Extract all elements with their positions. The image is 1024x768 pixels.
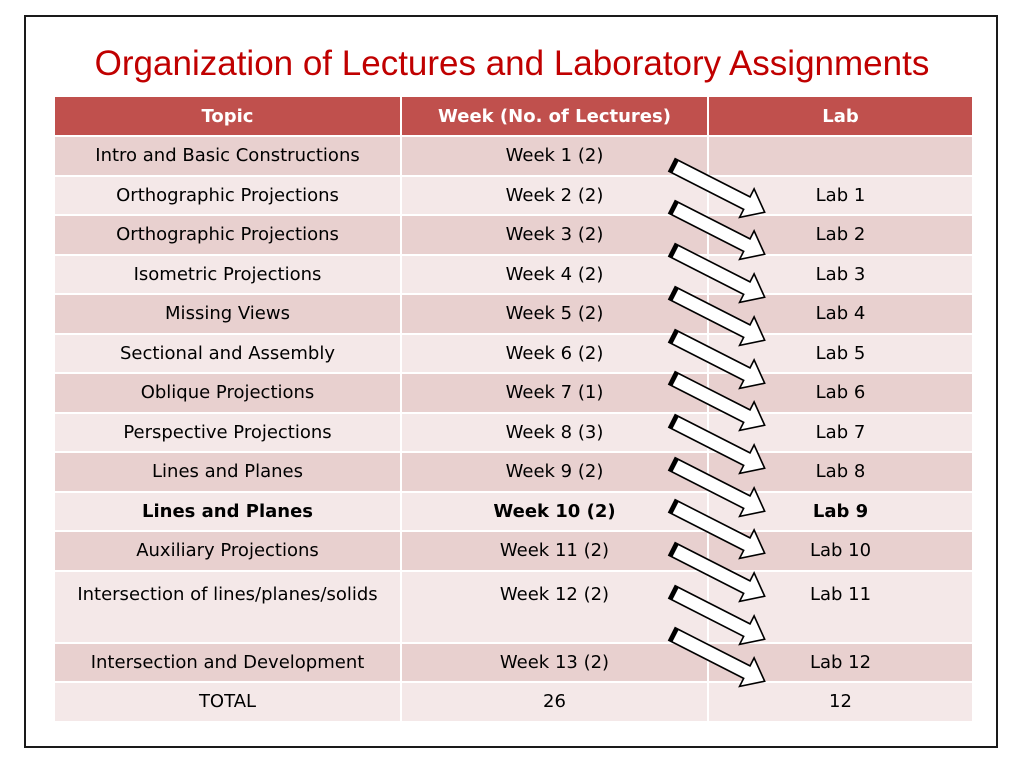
lab-cell: Lab 9 xyxy=(707,490,974,532)
week-cell: Week 5 (2) xyxy=(400,293,709,335)
total-labs-cell: 12 xyxy=(707,681,974,723)
lab-cell: Lab 5 xyxy=(707,332,974,374)
topic-cell: Perspective Projections xyxy=(53,411,402,453)
week-cell: Week 13 (2) xyxy=(400,641,709,683)
header-week: Week (No. of Lectures) xyxy=(400,95,709,137)
header-topic: Topic xyxy=(53,95,402,137)
week-cell: Week 6 (2) xyxy=(400,332,709,374)
lab-cell: Lab 6 xyxy=(707,372,974,414)
topic-cell: Lines and Planes xyxy=(53,490,402,532)
total-label-cell: TOTAL xyxy=(53,681,402,723)
topic-cell: Orthographic Projections xyxy=(53,174,402,216)
topic-cell: Intersection and Development xyxy=(53,641,402,683)
header-lab: Lab xyxy=(707,95,974,137)
table-row: Auxiliary Projections Week 11 (2) Lab 10 xyxy=(53,530,974,572)
lab-cell: Lab 8 xyxy=(707,451,974,493)
week-cell: Week 2 (2) xyxy=(400,174,709,216)
topic-cell: Sectional and Assembly xyxy=(53,332,402,374)
week-cell: Week 9 (2) xyxy=(400,451,709,493)
week-cell: Week 11 (2) xyxy=(400,530,709,572)
table-row: Orthographic Projections Week 2 (2) Lab … xyxy=(53,174,974,216)
table-row: Orthographic Projections Week 3 (2) Lab … xyxy=(53,214,974,256)
week-cell: Week 10 (2) xyxy=(400,490,709,532)
header-row: Topic Week (No. of Lectures) Lab xyxy=(53,95,974,137)
table-row: Missing Views Week 5 (2) Lab 4 xyxy=(53,293,974,335)
total-row: TOTAL 26 12 xyxy=(53,681,974,723)
table-row: Lines and Planes Week 9 (2) Lab 8 xyxy=(53,451,974,493)
table-row-highlighted: Lines and Planes Week 10 (2) Lab 9 xyxy=(53,490,974,532)
total-lectures-cell: 26 xyxy=(400,681,709,723)
lab-cell: Lab 3 xyxy=(707,253,974,295)
table-row: Intersection of lines/planes/solids Week… xyxy=(53,569,974,644)
schedule-table: Topic Week (No. of Lectures) Lab Intro a… xyxy=(53,95,974,723)
topic-cell: Intro and Basic Constructions xyxy=(53,135,402,177)
lab-cell: Lab 7 xyxy=(707,411,974,453)
week-cell: Week 8 (3) xyxy=(400,411,709,453)
topic-cell: Orthographic Projections xyxy=(53,214,402,256)
table-row: Intersection and Development Week 13 (2)… xyxy=(53,641,974,683)
lab-cell: Lab 12 xyxy=(707,641,974,683)
slide-title: Organization of Lectures and Laboratory … xyxy=(94,44,930,83)
week-cell: Week 12 (2) xyxy=(400,569,709,644)
table-row: Sectional and Assembly Week 6 (2) Lab 5 xyxy=(53,332,974,374)
lab-cell: Lab 2 xyxy=(707,214,974,256)
table-row: Isometric Projections Week 4 (2) Lab 3 xyxy=(53,253,974,295)
week-cell: Week 4 (2) xyxy=(400,253,709,295)
lab-cell: Lab 10 xyxy=(707,530,974,572)
table-row: Perspective Projections Week 8 (3) Lab 7 xyxy=(53,411,974,453)
topic-cell: Auxiliary Projections xyxy=(53,530,402,572)
topic-cell: Isometric Projections xyxy=(53,253,402,295)
lab-cell: Lab 4 xyxy=(707,293,974,335)
lab-cell: Lab 1 xyxy=(707,174,974,216)
topic-cell: Intersection of lines/planes/solids xyxy=(53,569,402,644)
topic-cell: Missing Views xyxy=(53,293,402,335)
table-row: Oblique Projections Week 7 (1) Lab 6 xyxy=(53,372,974,414)
lab-cell: Lab 11 xyxy=(707,569,974,644)
topic-cell: Oblique Projections xyxy=(53,372,402,414)
topic-cell: Lines and Planes xyxy=(53,451,402,493)
table-row: Intro and Basic Constructions Week 1 (2) xyxy=(53,135,974,177)
week-cell: Week 3 (2) xyxy=(400,214,709,256)
week-cell: Week 1 (2) xyxy=(400,135,709,177)
lab-cell xyxy=(707,135,974,177)
week-cell: Week 7 (1) xyxy=(400,372,709,414)
